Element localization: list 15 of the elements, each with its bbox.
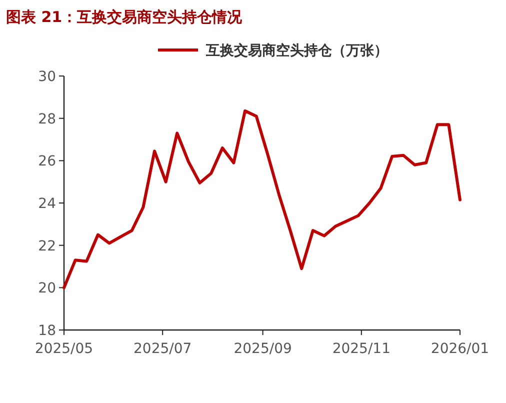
x-tick-label: 2025/07 [134, 341, 192, 357]
x-tick-label: 2026/01 [430, 341, 490, 357]
y-tick-label: 22 [38, 238, 56, 254]
y-tick-label: 20 [38, 280, 56, 297]
chart-title: 图表 21：互换交易商空头持仓情况 [6, 8, 244, 26]
y-tick-label: 24 [38, 196, 56, 212]
x-tick-label: 2025/05 [34, 341, 94, 357]
legend: 互换交易商空头持仓（万张） [158, 43, 388, 59]
x-tick-label: 2025/11 [332, 341, 390, 357]
y-tick-label: 28 [38, 111, 56, 128]
y-tick-label: 18 [38, 323, 56, 339]
y-tick-label: 30 [38, 69, 56, 85]
legend-label: 互换交易商空头持仓（万张） [205, 42, 388, 59]
x-tick-label: 2025/09 [234, 341, 292, 357]
y-tick-label: 26 [38, 154, 56, 170]
